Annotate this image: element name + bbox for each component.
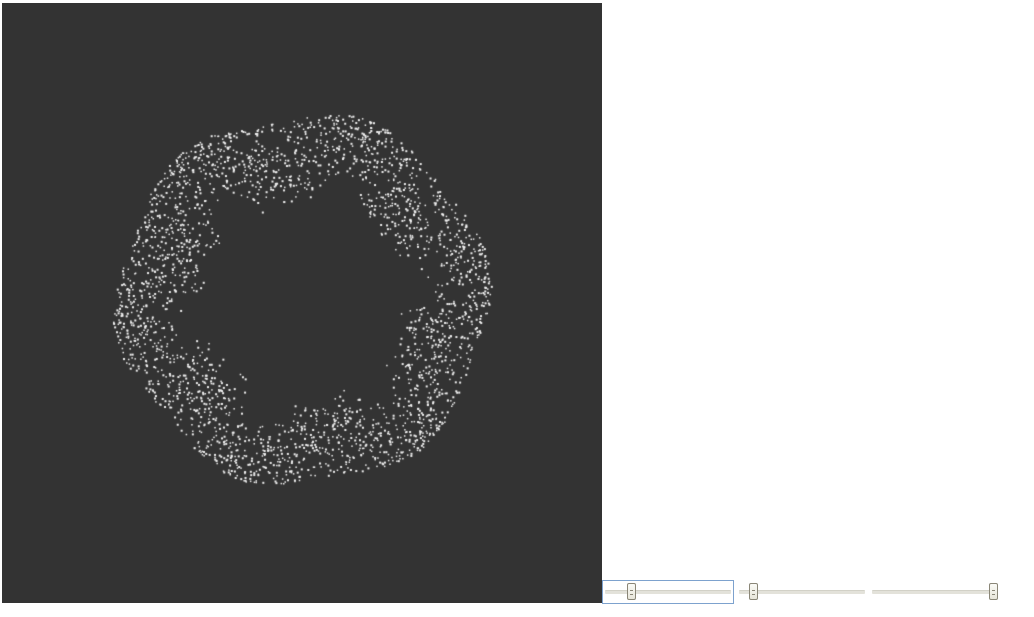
slider-thumb[interactable]: [627, 583, 636, 600]
particle-visualization-canvas[interactable]: [2, 3, 602, 603]
slider-2[interactable]: [737, 581, 867, 603]
slider-thumb[interactable]: [989, 583, 998, 600]
slider-thumb[interactable]: [749, 583, 758, 600]
slider-track[interactable]: [605, 590, 731, 594]
slider-1[interactable]: [602, 580, 734, 604]
slider-track[interactable]: [739, 590, 865, 594]
slider-3[interactable]: [870, 581, 1000, 603]
particle-canvas-frame: [2, 3, 602, 603]
slider-track[interactable]: [872, 590, 998, 594]
